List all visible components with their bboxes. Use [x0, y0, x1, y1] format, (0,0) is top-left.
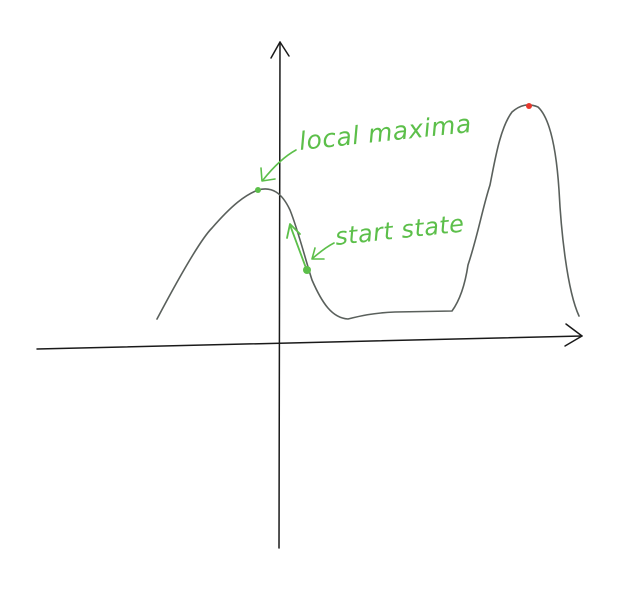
y-axis-arrowhead-icon — [270, 41, 290, 59]
start-state-arrowhead-icon — [311, 247, 325, 260]
local-maximum-point — [255, 187, 261, 193]
local-maxima-arrowhead-icon — [260, 167, 276, 182]
climb-direction-arrow — [286, 223, 307, 269]
local-maxima-label: local maxima — [298, 109, 473, 156]
x-axis — [36, 335, 583, 350]
start-state-pointer — [311, 242, 335, 260]
local-maxima-pointer — [260, 149, 297, 182]
axes — [36, 41, 583, 549]
start-state-point — [303, 266, 311, 274]
x-axis-arrowhead-icon — [564, 323, 583, 347]
start-state-label: start state — [334, 210, 466, 251]
climb-arrowhead-icon — [286, 223, 301, 239]
global-maximum-point — [526, 103, 532, 109]
y-axis — [278, 41, 281, 549]
